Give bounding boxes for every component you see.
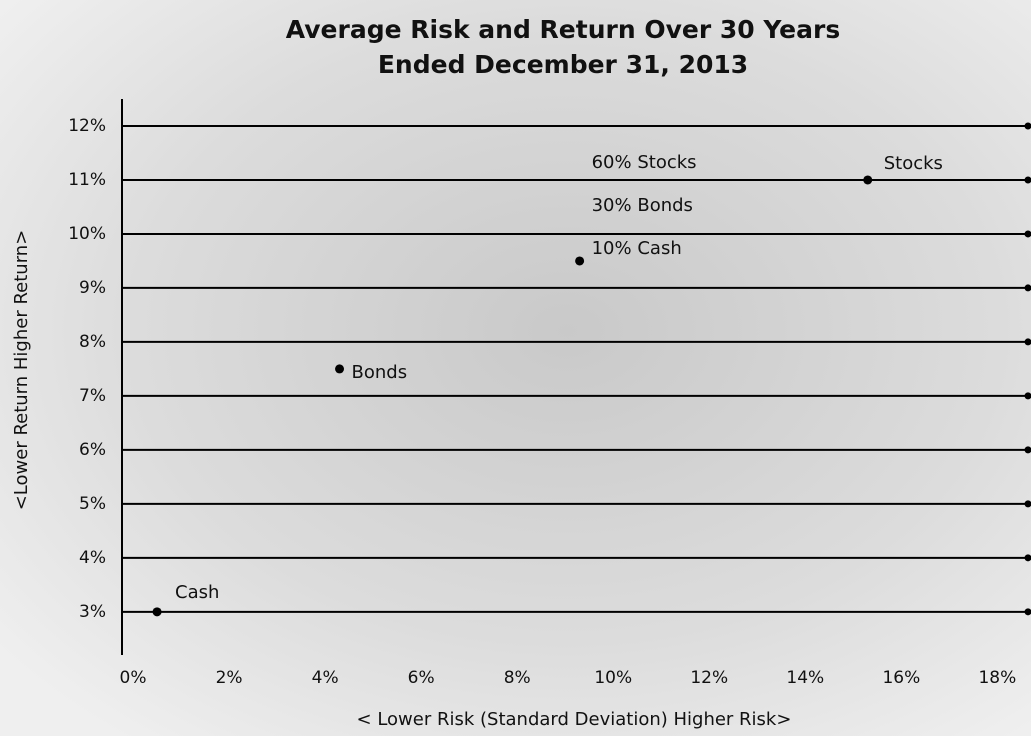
- point: [152, 607, 162, 617]
- chart-title: Average Risk and Return Over 30 Years: [286, 15, 840, 44]
- x-tick-label: 16%: [882, 668, 920, 688]
- x-tick-label: 10%: [594, 668, 632, 688]
- x-tick-label: 8%: [504, 668, 531, 688]
- x-tick-label: 6%: [408, 668, 435, 688]
- y-tick-label: 5%: [79, 494, 106, 514]
- y-tick-label: 12%: [68, 116, 106, 136]
- point: [863, 175, 873, 185]
- y-tick-label: 3%: [79, 602, 106, 622]
- y-tick-label: 9%: [79, 278, 106, 298]
- y-tick-label: 7%: [79, 386, 106, 406]
- y-axis-label: <Lower Return Higher Return>: [11, 230, 32, 511]
- grid-line-end: [1024, 230, 1031, 238]
- grid-line-end: [1024, 122, 1031, 130]
- point-label: 10% Cash: [592, 238, 682, 259]
- point-label: Cash: [175, 582, 219, 603]
- grid-line-end: [1024, 392, 1031, 400]
- y-tick-label: 10%: [68, 224, 106, 244]
- y-tick-label: 8%: [79, 332, 106, 352]
- y-tick-label: 4%: [79, 548, 106, 568]
- x-tick-label: 18%: [978, 668, 1016, 688]
- point: [335, 364, 345, 374]
- grid-line-end: [1024, 554, 1031, 562]
- point: [575, 256, 585, 266]
- y-tick-label: 6%: [79, 440, 106, 460]
- x-tick-label: 0%: [120, 668, 147, 688]
- point-label: Bonds: [352, 362, 408, 383]
- chart-title: Ended December 31, 2013: [378, 50, 748, 79]
- x-tick-label: 4%: [312, 668, 339, 688]
- grid-line-end: [1024, 500, 1031, 508]
- point-label: 60% Stocks: [592, 152, 697, 173]
- grid-line-end: [1024, 284, 1031, 292]
- point-label: Stocks: [884, 153, 943, 174]
- x-tick-label: 14%: [786, 668, 824, 688]
- x-axis-label: < Lower Risk (Standard Deviation) Higher…: [357, 709, 792, 730]
- grid-line-end: [1024, 446, 1031, 454]
- grid-line-end: [1024, 338, 1031, 346]
- point-label: 30% Bonds: [592, 195, 693, 216]
- grid-line-end: [1024, 608, 1031, 616]
- x-tick-label: 2%: [216, 668, 243, 688]
- x-tick-label: 12%: [690, 668, 728, 688]
- grid-line-end: [1024, 176, 1031, 184]
- y-tick-label: 11%: [68, 170, 106, 190]
